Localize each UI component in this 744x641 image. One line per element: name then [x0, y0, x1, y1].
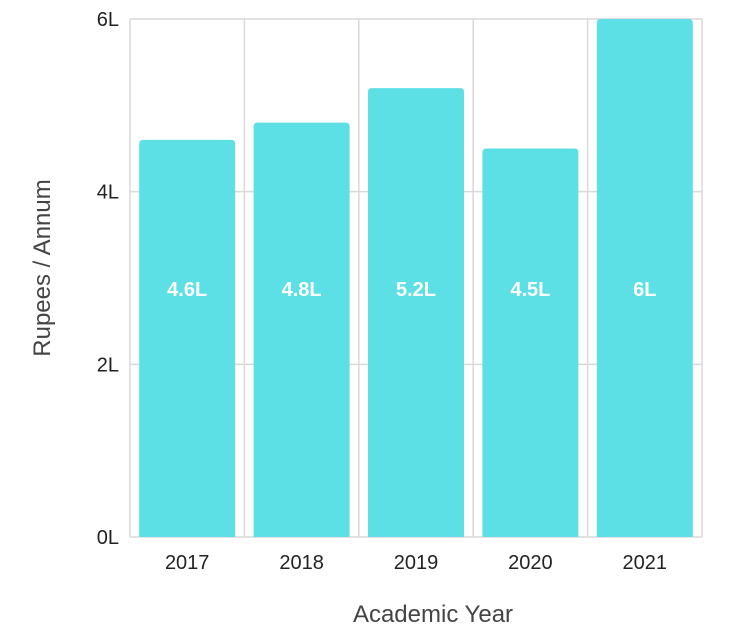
x-tick-label-2017: 2017: [165, 552, 210, 574]
y-axis-title: Rupees / Annum: [29, 179, 56, 356]
bar-data-label-2019: 5.2L: [396, 279, 436, 301]
bar-data-label-2020: 4.5L: [510, 279, 550, 301]
bar-data-label-2018: 4.8L: [282, 279, 322, 301]
x-axis-tick-labels: 2017 2018 2019 2020 2021: [165, 552, 667, 574]
bar-2020: [482, 148, 579, 537]
x-tick-label-2021: 2021: [623, 552, 668, 574]
bar-data-label-2017: 4.6L: [167, 279, 207, 301]
bars: [139, 19, 693, 538]
bar-data-label-2021: 6L: [633, 279, 656, 301]
y-tick-label-0L: 0L: [97, 527, 119, 549]
bar-2018: [253, 122, 350, 537]
bar-data-labels: 4.6L 4.8L 5.2L 4.5L 6L: [167, 279, 656, 301]
y-tick-label-4L: 4L: [97, 182, 119, 204]
y-tick-label-6L: 6L: [97, 9, 119, 31]
x-tick-label-2019: 2019: [394, 552, 439, 574]
y-tick-label-2L: 2L: [97, 354, 119, 376]
x-axis-title: Academic Year: [353, 601, 513, 628]
y-axis-tick-labels: 0L 2L 4L 6L: [97, 9, 119, 549]
x-tick-label-2018: 2018: [279, 552, 324, 574]
x-tick-label-2020: 2020: [508, 552, 553, 574]
bar-2019: [368, 88, 464, 538]
bar-2021: [596, 19, 693, 537]
bar-2017: [139, 139, 236, 537]
